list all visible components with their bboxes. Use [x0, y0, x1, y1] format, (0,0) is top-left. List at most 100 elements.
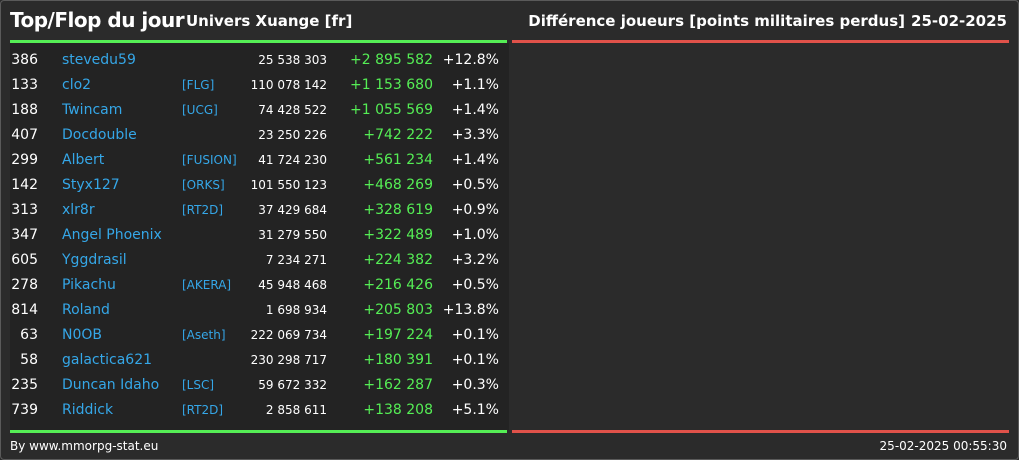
alliance-tag-link[interactable]: [FLG] [182, 78, 215, 92]
player-points: 59 672 332 [258, 378, 327, 392]
player-rank: 313 [11, 202, 38, 218]
top-players-list: 386 stevedu59 25 538 303 +2 895 582 +12.8% 13… [10, 48, 509, 423]
player-points: 110 078 142 [250, 78, 327, 92]
alliance-tag-link[interactable]: [ORKS] [182, 178, 225, 192]
player-rank: 739 [11, 402, 38, 418]
player-rank: 58 [20, 352, 38, 368]
top-divider-green [10, 40, 507, 43]
player-rank: 299 [11, 152, 38, 168]
alliance-tag-link[interactable]: [Aseth] [182, 328, 226, 342]
player-name-link[interactable]: Docdouble [62, 127, 137, 143]
percent-change: +3.2% [451, 252, 499, 268]
player-name-link[interactable]: galactica621 [62, 352, 153, 368]
top-players-panel: 386 stevedu59 25 538 303 +2 895 582 +12.8% 13… [10, 43, 509, 430]
player-name-link[interactable]: Riddick [62, 402, 114, 418]
table-row: 347 Angel Phoenix 31 279 550 +322 489 +1.0% [10, 223, 509, 248]
alliance-tag-link[interactable]: [LSC] [182, 378, 215, 392]
page-title: Top/Flop du jour [10, 8, 185, 32]
player-rank: 605 [11, 252, 38, 268]
percent-change: +1.1% [451, 77, 499, 93]
percent-change: +0.1% [451, 352, 499, 368]
player-points: 41 724 230 [258, 153, 327, 167]
points-difference: +162 287 [363, 377, 433, 393]
table-row: 278 Pikachu [AKERA] 45 948 468 +216 426 +0.5% [10, 273, 509, 298]
bottom-divider-red [512, 430, 1009, 433]
table-row: 739 Riddick [RT2D] 2 858 611 +138 208 +5.1% [10, 398, 509, 423]
table-row: 235 Duncan Idaho [LSC] 59 672 332 +162 287 +0… [10, 373, 509, 398]
percent-change: +12.8% [442, 52, 499, 68]
alliance-tag-link[interactable]: [FUSION] [182, 153, 237, 167]
player-rank: 133 [11, 77, 38, 93]
percent-change: +0.5% [451, 177, 499, 193]
player-rank: 142 [11, 177, 38, 193]
player-points: 74 428 522 [258, 103, 327, 117]
percent-change: +0.5% [451, 277, 499, 293]
player-points: 230 298 717 [250, 353, 327, 367]
player-name-link[interactable]: stevedu59 [62, 52, 136, 68]
player-name-link[interactable]: Yggdrasil [62, 252, 127, 268]
table-row: 63 N0OB [Aseth] 222 069 734 +197 224 +0.1% [10, 323, 509, 348]
player-name-link[interactable]: Styx127 [62, 177, 120, 193]
player-rank: 347 [11, 227, 38, 243]
table-row: 299 Albert [FUSION] 41 724 230 +561 234 +1.4% [10, 148, 509, 173]
player-points: 2 858 611 [265, 403, 327, 417]
header: Top/Flop du jour Univers Xuange [fr] Dif… [0, 0, 1019, 40]
player-name-link[interactable]: Roland [62, 302, 110, 318]
points-difference: +1 153 680 [350, 77, 433, 93]
credit-link[interactable]: By www.mmorpg-stat.eu [10, 439, 159, 453]
points-difference: +1 055 569 [350, 102, 433, 118]
player-points: 37 429 684 [258, 203, 327, 217]
table-row: 58 galactica621 230 298 717 +180 391 +0.1% [10, 348, 509, 373]
player-rank: 278 [11, 277, 38, 293]
player-name-link[interactable]: Angel Phoenix [62, 227, 162, 243]
points-difference: +205 803 [363, 302, 433, 318]
table-row: 188 Twincam [UCG] 74 428 522 +1 055 569 +1.4% [10, 98, 509, 123]
points-difference: +322 489 [363, 227, 433, 243]
top-divider-red [512, 40, 1009, 43]
flop-players-panel [512, 43, 1009, 430]
points-difference: +138 208 [363, 402, 433, 418]
player-name-link[interactable]: N0OB [62, 327, 103, 343]
player-points: 23 250 226 [258, 128, 327, 142]
points-difference: +742 222 [363, 127, 433, 143]
player-name-link[interactable]: xlr8r [62, 202, 95, 218]
universe-label: Univers Xuange [fr] [186, 12, 353, 30]
points-difference: +224 382 [363, 252, 433, 268]
player-rank: 235 [11, 377, 38, 393]
date-label: 25-02-2025 [911, 12, 1007, 30]
table-row: 313 xlr8r [RT2D] 37 429 684 +328 619 +0.9% [10, 198, 509, 223]
player-points: 25 538 303 [258, 53, 327, 67]
points-difference: +468 269 [363, 177, 433, 193]
player-points: 101 550 123 [250, 178, 327, 192]
table-row: 386 stevedu59 25 538 303 +2 895 582 +12.8% [10, 48, 509, 73]
points-difference: +180 391 [363, 352, 433, 368]
percent-change: +13.8% [442, 302, 499, 318]
player-rank: 814 [11, 302, 38, 318]
player-rank: 188 [11, 102, 38, 118]
percent-change: +0.1% [451, 327, 499, 343]
table-row: 605 Yggdrasil 7 234 271 +224 382 +3.2% [10, 248, 509, 273]
table-row: 814 Roland 1 698 934 +205 803 +13.8% [10, 298, 509, 323]
alliance-tag-link[interactable]: [RT2D] [182, 203, 224, 217]
player-name-link[interactable]: Duncan Idaho [62, 377, 160, 393]
table-row: 142 Styx127 [ORKS] 101 550 123 +468 269 +0.5% [10, 173, 509, 198]
player-points: 222 069 734 [250, 328, 327, 342]
alliance-tag-link[interactable]: [AKERA] [182, 278, 232, 292]
player-points: 45 948 468 [258, 278, 327, 292]
player-rank: 63 [20, 327, 38, 343]
alliance-tag-link[interactable]: [RT2D] [182, 403, 224, 417]
alliance-tag-link[interactable]: [UCG] [182, 103, 218, 117]
percent-change: +0.3% [451, 377, 499, 393]
points-difference: +561 234 [363, 152, 433, 168]
player-points: 1 698 934 [265, 303, 327, 317]
percent-change: +3.3% [451, 127, 499, 143]
player-name-link[interactable]: Albert [62, 152, 105, 168]
player-name-link[interactable]: Pikachu [62, 277, 116, 293]
player-name-link[interactable]: Twincam [62, 102, 123, 118]
table-row: 133 clo2 [FLG] 110 078 142 +1 153 680 +1.1% [10, 73, 509, 98]
timestamp: 25-02-2025 00:55:30 [879, 439, 1007, 453]
player-name-link[interactable]: clo2 [62, 77, 92, 93]
points-difference: +2 895 582 [350, 52, 433, 68]
metric-label: Différence joueurs [points militaires pe… [528, 12, 905, 30]
percent-change: +5.1% [451, 402, 499, 418]
